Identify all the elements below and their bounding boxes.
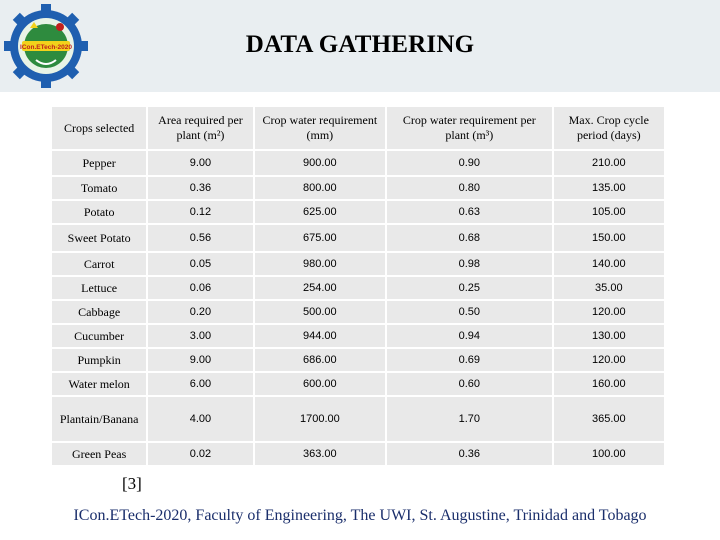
crop-data-table: Crops selected Area required per plant (… <box>50 105 666 467</box>
slide-title: DATA GATHERING <box>245 31 475 58</box>
crop-name-cell: Carrot <box>52 253 147 275</box>
value-cell: 800.00 <box>254 177 386 199</box>
slide-footer: ICon.ETech-2020, Faculty of Engineering,… <box>73 507 647 524</box>
crop-name-cell: Cucumber <box>52 325 147 347</box>
value-cell: 254.00 <box>254 277 386 299</box>
value-cell: 120.00 <box>553 349 664 371</box>
table-header-row: Crops selected Area required per plant (… <box>52 107 664 149</box>
table-row: Lettuce 0.06 254.00 0.25 35.00 <box>52 277 664 299</box>
crop-name-cell: Pumpkin <box>52 349 147 371</box>
crop-name-cell: Sweet Potato <box>52 225 147 251</box>
table-row: Pepper 9.00 900.00 0.90 210.00 <box>52 151 664 175</box>
value-cell: 500.00 <box>254 301 386 323</box>
logo-text: ICon.ETech-2020 <box>20 44 72 51</box>
value-cell: 980.00 <box>254 253 386 275</box>
value-cell: 3.00 <box>148 325 253 347</box>
value-cell: 944.00 <box>254 325 386 347</box>
value-cell: 105.00 <box>553 201 664 223</box>
value-cell: 6.00 <box>148 373 253 395</box>
value-cell: 210.00 <box>553 151 664 175</box>
header-crop-water-requirement: Crop water requirement (mm) <box>254 107 386 149</box>
value-cell: 900.00 <box>254 151 386 175</box>
value-cell: 1700.00 <box>254 397 386 441</box>
value-cell: 0.02 <box>148 443 253 465</box>
value-cell: 0.94 <box>387 325 552 347</box>
crop-name-cell: Pepper <box>52 151 147 175</box>
value-cell: 363.00 <box>254 443 386 465</box>
value-cell: 0.63 <box>387 201 552 223</box>
table-row: Plantain/Banana 4.00 1700.00 1.70 365.00 <box>52 397 664 441</box>
value-cell: 600.00 <box>254 373 386 395</box>
table-row: Carrot 0.05 980.00 0.98 140.00 <box>52 253 664 275</box>
crop-name-cell: Tomato <box>52 177 147 199</box>
value-cell: 130.00 <box>553 325 664 347</box>
value-cell: 0.36 <box>387 443 552 465</box>
table-row: Cucumber 3.00 944.00 0.94 130.00 <box>52 325 664 347</box>
table-row: Potato 0.12 625.00 0.63 105.00 <box>52 201 664 223</box>
value-cell: 0.50 <box>387 301 552 323</box>
table-row: Cabbage 0.20 500.00 0.50 120.00 <box>52 301 664 323</box>
value-cell: 365.00 <box>553 397 664 441</box>
reference-citation: [3] <box>122 474 142 493</box>
value-cell: 150.00 <box>553 225 664 251</box>
value-cell: 0.20 <box>148 301 253 323</box>
value-cell: 100.00 <box>553 443 664 465</box>
value-cell: 1.70 <box>387 397 552 441</box>
value-cell: 4.00 <box>148 397 253 441</box>
header-max-crop-cycle: Max. Crop cycle period (days) <box>553 107 664 149</box>
conference-logo-icon: ICon.ETech-2020 <box>4 4 88 88</box>
value-cell: 160.00 <box>553 373 664 395</box>
value-cell: 9.00 <box>148 151 253 175</box>
table-row: Water melon 6.00 600.00 0.60 160.00 <box>52 373 664 395</box>
value-cell: 35.00 <box>553 277 664 299</box>
value-cell: 120.00 <box>553 301 664 323</box>
value-cell: 0.12 <box>148 201 253 223</box>
value-cell: 625.00 <box>254 201 386 223</box>
value-cell: 0.36 <box>148 177 253 199</box>
value-cell: 0.25 <box>387 277 552 299</box>
value-cell: 0.98 <box>387 253 552 275</box>
value-cell: 140.00 <box>553 253 664 275</box>
table-row: Pumpkin 9.00 686.00 0.69 120.00 <box>52 349 664 371</box>
value-cell: 0.68 <box>387 225 552 251</box>
crop-name-cell: Lettuce <box>52 277 147 299</box>
value-cell: 0.05 <box>148 253 253 275</box>
header-band <box>0 0 720 92</box>
crop-name-cell: Green Peas <box>52 443 147 465</box>
value-cell: 686.00 <box>254 349 386 371</box>
value-cell: 0.60 <box>387 373 552 395</box>
value-cell: 0.69 <box>387 349 552 371</box>
crop-name-cell: Potato <box>52 201 147 223</box>
value-cell: 0.56 <box>148 225 253 251</box>
value-cell: 135.00 <box>553 177 664 199</box>
table-row: Sweet Potato 0.56 675.00 0.68 150.00 <box>52 225 664 251</box>
value-cell: 0.06 <box>148 277 253 299</box>
crop-name-cell: Plantain/Banana <box>52 397 147 441</box>
header-crops-selected: Crops selected <box>52 107 147 149</box>
crop-name-cell: Water melon <box>52 373 147 395</box>
table-row: Tomato 0.36 800.00 0.80 135.00 <box>52 177 664 199</box>
value-cell: 0.90 <box>387 151 552 175</box>
value-cell: 9.00 <box>148 349 253 371</box>
crop-name-cell: Cabbage <box>52 301 147 323</box>
header-water-per-plant: Crop water requirement per plant (m³) <box>387 107 552 149</box>
value-cell: 0.80 <box>387 177 552 199</box>
header-area-required: Area required per plant (m²) <box>148 107 253 149</box>
table-row: Green Peas 0.02 363.00 0.36 100.00 <box>52 443 664 465</box>
value-cell: 675.00 <box>254 225 386 251</box>
